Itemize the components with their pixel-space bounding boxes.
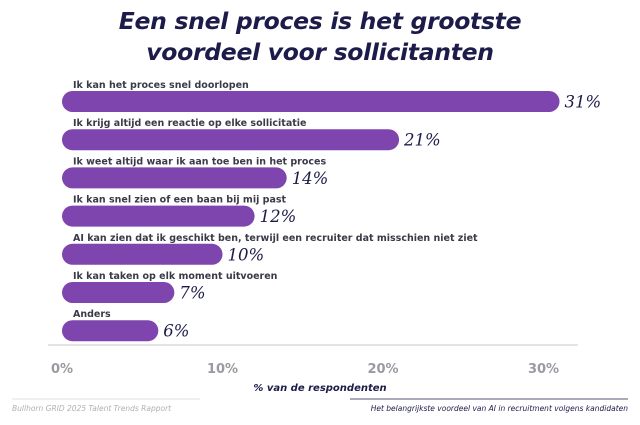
chart-title-line-2: voordeel voor sollicitanten [146,38,494,66]
category-label: Ik krijg altijd een reactie op elke soll… [73,118,306,129]
bar [62,320,159,342]
category-label: Ik kan taken op elk moment uitvoeren [73,271,278,282]
chart-caption-footer: Het belangrijkste voordeel van AI in rec… [370,404,628,413]
x-tick-label: 20% [367,362,398,377]
category-label: Ik kan snel zien of een baan bij mij pas… [73,195,287,206]
source-footer: Bullhorn GRID 2025 Talent Trends Rapport [12,404,172,413]
value-label: 21% [403,131,441,150]
bar [62,205,255,227]
value-label: 12% [260,207,297,226]
value-label: 31% [565,93,602,112]
chart-title: Een snel proces is het grootste voordeel… [0,6,640,68]
category-label: AI kan zien dat ik geschikt ben, terwijl… [73,233,478,244]
x-tick-label: 0% [51,362,73,377]
value-label: 7% [179,284,205,303]
bar [62,243,223,265]
x-tick-label: 10% [207,362,238,377]
bar [62,91,560,112]
bar [62,167,287,189]
value-label: 6% [163,322,189,341]
value-label: 14% [292,169,329,188]
bar [62,129,400,151]
value-label: 10% [228,245,265,264]
category-label: Ik kan het proces snel doorlopen [73,80,249,91]
x-axis-title: % van de respondenten [253,383,386,394]
chart-title-line-1: Een snel proces is het grootste [118,7,522,35]
category-label: Anders [73,309,111,320]
x-tick-label: 30% [528,362,559,377]
category-label: Ik weet altijd waar ik aan toe ben in he… [73,156,326,167]
bar [62,282,175,303]
